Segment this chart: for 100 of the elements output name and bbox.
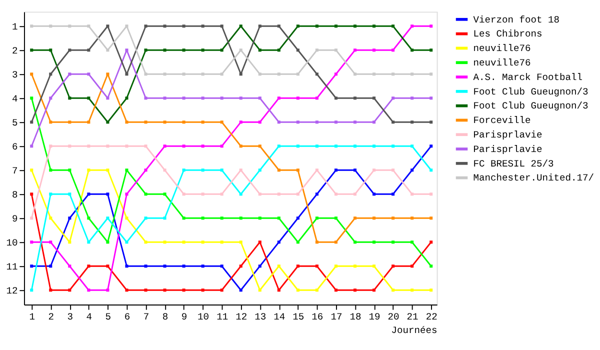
- point: [258, 216, 262, 220]
- point: [182, 288, 186, 292]
- point: [163, 168, 166, 172]
- point: [182, 192, 186, 196]
- point: [30, 120, 34, 124]
- point: [239, 192, 242, 196]
- point: [392, 216, 395, 220]
- point: [144, 168, 148, 172]
- point: [163, 144, 166, 148]
- x-tick-label: 5: [105, 311, 112, 322]
- point: [410, 288, 414, 292]
- point: [315, 192, 318, 196]
- point: [220, 288, 224, 292]
- point: [106, 192, 110, 196]
- point: [106, 72, 110, 76]
- point: [30, 192, 34, 196]
- point: [144, 24, 148, 28]
- x-tick-label: 3: [67, 311, 74, 322]
- point: [30, 264, 34, 268]
- point: [220, 48, 224, 52]
- point: [315, 216, 318, 220]
- point: [334, 192, 338, 196]
- point: [277, 24, 280, 28]
- x-tick-label: 11: [216, 311, 228, 322]
- point: [49, 120, 52, 124]
- point: [353, 144, 357, 148]
- point: [392, 72, 395, 76]
- point: [30, 72, 34, 76]
- line-series: [30, 96, 433, 268]
- y-tick-label: 4: [12, 93, 18, 104]
- point: [87, 48, 90, 52]
- point: [106, 144, 110, 148]
- point: [125, 216, 128, 220]
- point: [163, 288, 166, 292]
- point: [182, 48, 186, 52]
- point: [201, 120, 204, 124]
- point: [220, 216, 224, 220]
- point: [239, 216, 242, 220]
- point: [87, 264, 90, 268]
- point: [125, 120, 128, 124]
- point: [30, 48, 34, 52]
- point: [239, 144, 242, 148]
- y-tick-label: 6: [12, 141, 18, 152]
- point: [125, 240, 128, 244]
- point: [277, 192, 280, 196]
- point: [353, 24, 357, 28]
- legend-label: Foot Club Gueugnon/3: [473, 86, 588, 98]
- point: [392, 240, 395, 244]
- point: [353, 264, 357, 268]
- point: [258, 96, 262, 100]
- point: [410, 168, 414, 172]
- x-tick-label: 1: [29, 311, 36, 322]
- y-tick-label: 8: [12, 189, 18, 200]
- point: [30, 216, 34, 220]
- point: [106, 96, 110, 100]
- point: [334, 240, 338, 244]
- point: [372, 144, 376, 148]
- point: [315, 24, 318, 28]
- x-tick-label: 8: [162, 311, 168, 322]
- point: [315, 168, 318, 172]
- point: [106, 264, 110, 268]
- point: [201, 72, 204, 76]
- point: [30, 144, 34, 148]
- point: [106, 240, 110, 244]
- point: [144, 240, 148, 244]
- point: [334, 72, 338, 76]
- point: [392, 120, 395, 124]
- point: [410, 144, 414, 148]
- point: [106, 120, 110, 124]
- point: [68, 168, 72, 172]
- point: [334, 96, 338, 100]
- point: [201, 96, 204, 100]
- point: [87, 288, 90, 292]
- x-tick-label: 12: [236, 311, 248, 322]
- point: [258, 24, 262, 28]
- point: [334, 264, 338, 268]
- x-tick-label: 15: [292, 311, 304, 322]
- point: [220, 120, 224, 124]
- point: [220, 72, 224, 76]
- point: [258, 72, 262, 76]
- point: [353, 240, 357, 244]
- point: [49, 96, 52, 100]
- point: [201, 288, 204, 292]
- point: [87, 72, 90, 76]
- point: [144, 288, 148, 292]
- point: [315, 264, 318, 268]
- point: [258, 48, 262, 52]
- point: [277, 240, 280, 244]
- point: [49, 192, 52, 196]
- point: [410, 240, 414, 244]
- point: [201, 144, 204, 148]
- point: [296, 120, 300, 124]
- point: [277, 120, 280, 124]
- point: [106, 168, 110, 172]
- point: [144, 216, 148, 220]
- point: [315, 144, 318, 148]
- point: [277, 96, 280, 100]
- legend-label: neuville76: [473, 43, 532, 54]
- point: [182, 264, 186, 268]
- point: [430, 24, 433, 28]
